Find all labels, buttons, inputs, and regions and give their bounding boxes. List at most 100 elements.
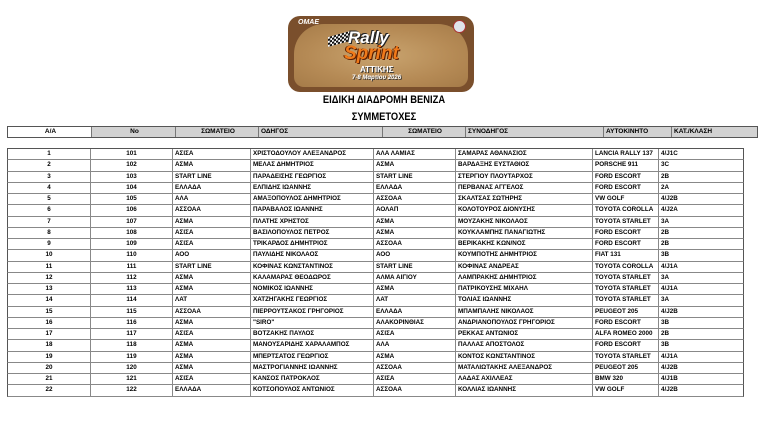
cell-class: 3B [661, 341, 670, 349]
cell-club: ΑΣΜΑ [173, 284, 251, 295]
cell-co-driver: ΑΝΔΡΙΑΝΟΠΟΥΛΟΣ ΓΡΗΓΟΡΙΟΣ [456, 317, 593, 328]
cell-club: ΑΟΟ [173, 250, 251, 261]
cell-driver: ΜΠΕΡΤΣΑΤΟΣ ΓΕΩΡΓΙΟΣ [251, 351, 374, 362]
cell-driver: ΚΟΤΣΟΠΟΥΛΟΣ ΑΝΤΩΝΙΟΣ [251, 385, 374, 396]
column-header-co-driver: ΣΥΝΟΔΗΓΟΣ [466, 127, 604, 137]
cell-number: 121 [91, 374, 173, 385]
cell-co-driver-club: ΑΛΑ ΛΑΜΙΑΣ [374, 149, 456, 160]
column-header-aa: Α/Α [8, 127, 92, 137]
cell-number: 111 [91, 261, 173, 272]
table-row: 15 115 ΑΣΣΟΑΑ ΠΙΕΡΡΟΥΤΣΑΚΟΣ ΓΡΗΓΟΡΙΟΣ ΕΛΛΑΔΑ… [7, 306, 744, 318]
cell-co-driver: ΒΕΡΙΚΑΚΗΣ ΚΩΝ/ΝΟΣ [456, 239, 593, 250]
cell-car: FORD ESCORT [593, 239, 659, 250]
table-row: 4 104 ΕΛΛΑΔΑ ΕΛΠΙΔΗΣ ΙΩΑΝΝΗΣ ΕΛΛΑΔΑ ΠΕΡΒΑΝΑΣ … [7, 182, 744, 194]
table-header: Α/Α No ΣΩΜΑΤΕΙΟ ΟΔΗΓΟΣ ΣΩΜΑΤΕΙΟ ΣΥΝΟΔΗΓΟΣ ΑΥΤΟ… [7, 126, 758, 138]
cell-car: TOYOTA COROLLA [593, 261, 659, 272]
cell-aa: 3 [8, 171, 91, 182]
cell-driver: ΚΑΝΣΟΣ ΠΑΤΡΟΚΛΟΣ [251, 374, 374, 385]
cell-car: TOYOTA STARLET [593, 272, 659, 283]
cell-class: 2B [661, 330, 670, 337]
column-header-driver: ΟΔΗΓΟΣ [259, 127, 383, 137]
cell-class: 2B [661, 172, 670, 180]
cell-co-driver-club: ΑΣΙΣΑ [374, 374, 456, 385]
cell-class: 3A [661, 296, 670, 304]
cell-aa: 22 [8, 385, 91, 396]
cell-car: FIAT 131 [593, 250, 659, 261]
table-row: 22 122 ΕΛΛΑΔΑ ΚΟΤΣΟΠΟΥΛΟΣ ΑΝΤΩΝΙΟΣ ΑΣΣΟΑΑ ΚΟΛ… [7, 385, 744, 397]
cell-driver: ΒΑΣΙΛΟΠΟΥΛΟΣ ΠΕΤΡΟΣ [251, 227, 374, 238]
cell-aa: 20 [8, 362, 91, 373]
cell-club: ΕΛΛΑΔΑ [173, 385, 251, 396]
cell-car: TOYOTA STARLET [593, 351, 659, 362]
cell-driver: ΜΑΝΟΥΣΑΡΙΔΗΣ ΧΑΡΑΛΑΜΠΟΣ [251, 340, 374, 351]
cell-number: 119 [91, 351, 173, 362]
cell-club: ΑΣΙΣΑ [173, 329, 251, 340]
table-row: 12 112 ΑΣΜΑ ΚΑΛΑΜΑΡΑΣ ΘΕΟΔΩΡΟΣ ΑΛΜΑ ΑΙΓΙΟΥ ΛΑ… [7, 272, 744, 284]
cell-class: 2B [661, 228, 670, 236]
cell-class: 4/J2A [661, 206, 678, 214]
cell-co-driver: ΚΟΥΜΠΟΤΗΣ ΔΗΜΗΤΡΙΟΣ [456, 250, 593, 261]
table-row: 9 109 ΑΣΙΣΑ ΤΡΙΚΑΡΔΟΣ ΔΗΜΗΤΡΙΟΣ ΑΣΣΟΑΑ ΒΕΡΙΚΑ… [7, 239, 744, 251]
cell-co-driver-club: ΛΑΤ [374, 295, 456, 306]
logo-org: OMAE [298, 19, 319, 26]
cell-class: 3A [661, 217, 670, 225]
cell-car: FORD ESCORT [593, 182, 659, 193]
cell-club: ΑΛΑ [173, 194, 251, 205]
cell-car: VW GOLF [593, 385, 659, 396]
cell-car: FORD ESCORT [593, 227, 659, 238]
cell-class: 3B [661, 251, 670, 259]
cell-co-driver: ΠΑΤΡΙΚΟΥΣΗΣ ΜΙΧΑΗΛ [456, 284, 593, 295]
cell-car: TOYOTA STARLET [593, 284, 659, 295]
cell-club: ΑΣΙΣΑ [173, 149, 251, 160]
cell-club: ΑΣΜΑ [173, 340, 251, 351]
cell-number: 114 [91, 295, 173, 306]
cell-aa: 15 [8, 306, 91, 317]
cell-aa: 1 [8, 149, 91, 160]
table-row: 18 118 ΑΣΜΑ ΜΑΝΟΥΣΑΡΙΔΗΣ ΧΑΡΑΛΑΜΠΟΣ ΑΛΑ ΠΑΛΛΑ… [7, 340, 744, 352]
cell-club: START LINE [173, 171, 251, 182]
table-row: 17 117 ΑΣΙΣΑ ΒΟΤΖΑΚΗΣ ΠΑΥΛΟΣ ΑΣΙΣΑ ΡΕΚΚΑΣ ΑΝΤ… [7, 329, 744, 341]
column-header-car: ΑΥΤΟΚΙΝΗΤΟ [604, 127, 672, 137]
cell-car: PEUGEOT 205 [593, 306, 659, 317]
table-row: 6 106 ΑΣΣΟΑΑ ΠΑΡΑΒΑΛΟΣ ΙΩΑΝΝΗΣ ΑΟΛΑΠ ΚΟΛΟΤΟΥΡ… [7, 205, 744, 217]
cell-club: ΑΣΜΑ [173, 272, 251, 283]
table-row: 16 116 ΑΣΜΑ "SIRO" ΑΛΑΚΟΡΙΝΘΙΑΣ ΑΝΔΡΙΑΝΟΠΟΥΛΟ… [7, 317, 744, 329]
cell-car: FORD ESCORT [593, 317, 659, 328]
table-row: 3 103 START LINE ΠΑΡΑΔΕΙΣΗΣ ΓΕΩΡΓΙΟΣ START L… [7, 171, 744, 183]
cell-co-driver-club: ΑΣΜΑ [374, 351, 456, 362]
cell-co-driver-club: ΑΣΜΑ [374, 284, 456, 295]
cell-co-driver-club: ΕΛΛΑΔΑ [374, 182, 456, 193]
cell-co-driver-club: ΑΣΜΑ [374, 160, 456, 171]
cell-car: TOYOTA STARLET [593, 216, 659, 227]
logo-region: ΑΤΤΙΚΗΣ [360, 65, 394, 74]
cell-co-driver-club: ΑΣΜΑ [374, 216, 456, 227]
cell-car: ALFA ROMEO 2000 [593, 329, 659, 340]
cell-co-driver: ΛΑΔΑΣ ΑΧΙΛΛΕΑΣ [456, 374, 593, 385]
cell-number: 109 [91, 239, 173, 250]
cell-co-driver: ΠΕΡΒΑΝΑΣ ΑΓΓΕΛΟΣ [456, 182, 593, 193]
cell-club: START LINE [173, 261, 251, 272]
logo-background [294, 24, 468, 87]
table-row: 13 113 ΑΣΜΑ ΝΟΜΙΚΟΣ ΙΩΑΝΝΗΣ ΑΣΜΑ ΠΑΤΡΙΚΟΥΣΗΣ … [7, 284, 744, 296]
cell-co-driver: ΣΑΜΑΡΑΣ ΑΘΑΝΑΣΙΟΣ [456, 149, 593, 160]
cell-number: 102 [91, 160, 173, 171]
cell-number: 115 [91, 306, 173, 317]
cell-co-driver-club: START LINE [374, 261, 456, 272]
cell-co-driver-club: ΑΣΣΟΑΑ [374, 362, 456, 373]
cell-co-driver: ΜΟΥΖΑΚΗΣ ΝΙΚΟΛΑΟΣ [456, 216, 593, 227]
cell-co-driver: ΣΤΕΡΓΙΟΥ ΠΛΟΥΤΑΡΧΟΣ [456, 171, 593, 182]
cell-car: LANCIA RALLY 137 [593, 149, 659, 160]
cell-aa: 11 [8, 261, 91, 272]
cell-aa: 6 [8, 205, 91, 216]
logo-date: 7-8 Μαρτίου 2026 [352, 75, 402, 81]
table-row: 8 108 ΑΣΙΣΑ ΒΑΣΙΛΟΠΟΥΛΟΣ ΠΕΤΡΟΣ ΑΣΜΑ ΚΟΥΚΛΑΜΠ… [7, 227, 744, 239]
cell-number: 122 [91, 385, 173, 396]
cell-co-driver-club: ΕΛΛΑΔΑ [374, 306, 456, 317]
cell-co-driver: ΤΟΛΙΑΣ ΙΩΑΝΝΗΣ [456, 295, 593, 306]
cell-class: 4/J1A [661, 352, 678, 360]
cell-number: 112 [91, 272, 173, 283]
cell-aa: 18 [8, 340, 91, 351]
cell-driver: ΝΟΜΙΚΟΣ ΙΩΑΝΝΗΣ [251, 284, 374, 295]
cell-aa: 21 [8, 374, 91, 385]
page-subtitle: ΣΥΜΜΕΤΟΧΕΣ [351, 111, 417, 123]
